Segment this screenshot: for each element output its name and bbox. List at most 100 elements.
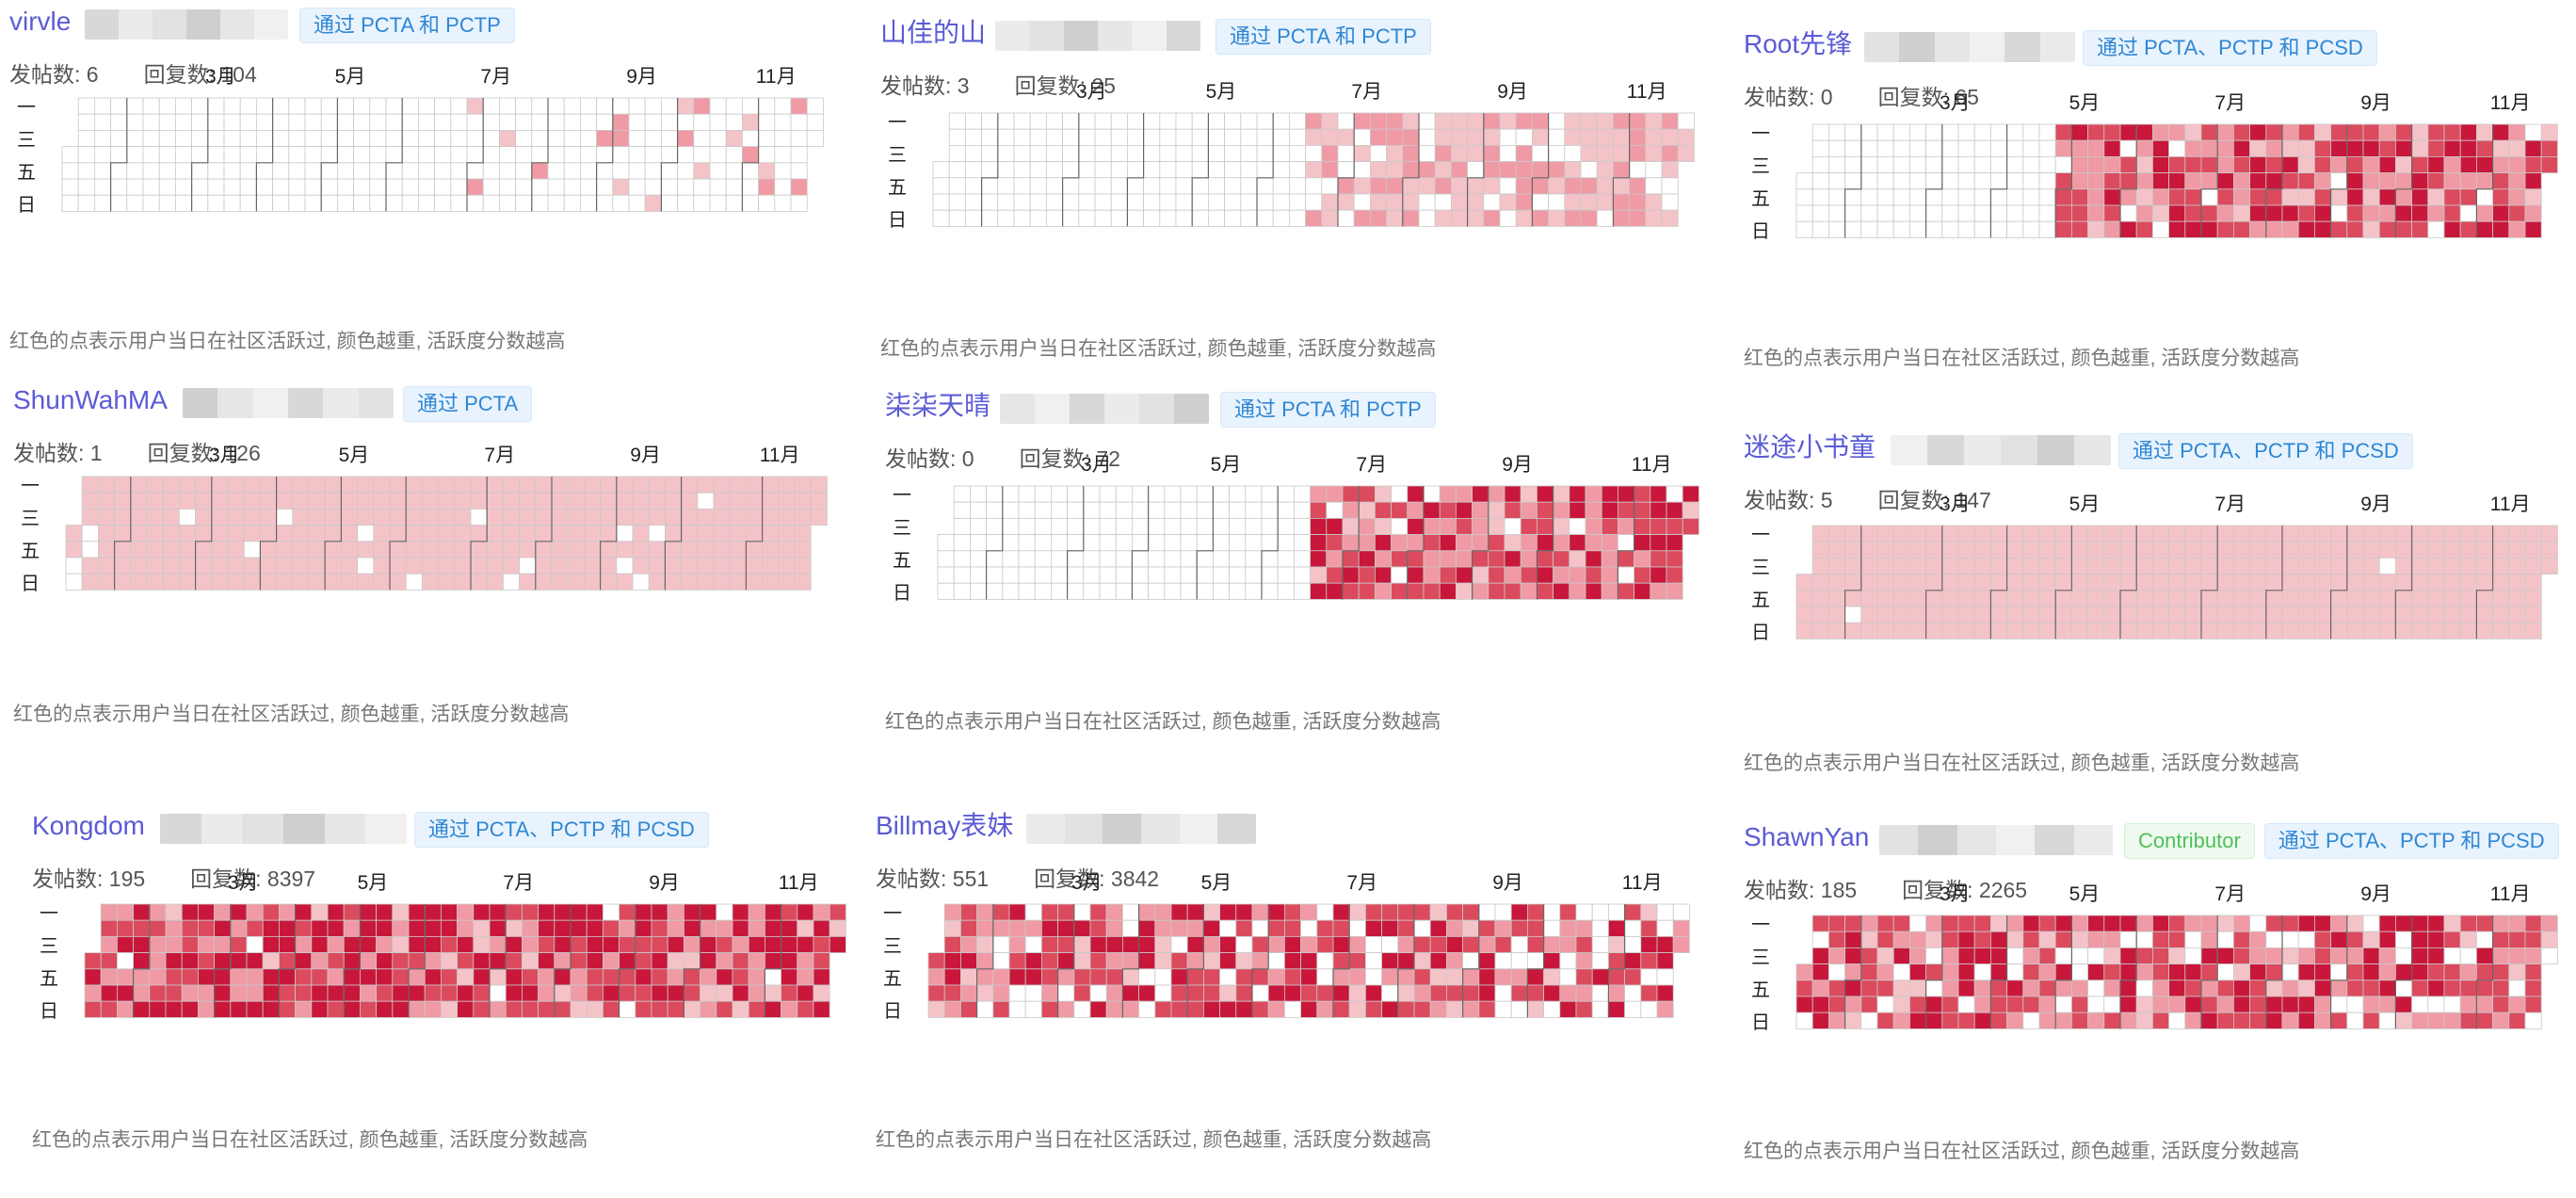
day-cell	[2054, 622, 2072, 639]
day-cell	[2492, 979, 2510, 997]
day-cell	[2070, 996, 2088, 1013]
day-cell	[693, 130, 711, 148]
day-cell	[133, 952, 151, 970]
redacted-user-info	[1891, 435, 2111, 465]
day-cell	[1973, 963, 1991, 981]
day-cell	[1240, 112, 1258, 130]
day-cell	[794, 573, 812, 591]
day-cell	[311, 1000, 329, 1018]
user-name-link[interactable]: ShawnYan	[1744, 822, 1870, 851]
user-name-link[interactable]: virvle	[9, 7, 72, 36]
day-cell	[2427, 963, 2445, 981]
day-cell	[570, 968, 588, 986]
day-cell	[482, 146, 500, 164]
day-cell	[178, 541, 196, 559]
day-cell	[130, 525, 148, 542]
day-cell	[713, 573, 731, 591]
day-cell	[1989, 574, 2007, 591]
day-cell	[1446, 936, 1464, 954]
day-cell	[2395, 204, 2413, 222]
day-cell	[1828, 947, 1846, 965]
day-cell	[746, 492, 764, 510]
day-cell	[81, 476, 99, 494]
day-cell	[1008, 984, 1026, 1002]
day-cell	[1499, 177, 1517, 195]
month-label: 5月	[1206, 81, 1237, 103]
day-cell	[1375, 485, 1393, 503]
day-cell	[2540, 156, 2558, 174]
day-cell	[392, 903, 410, 921]
day-cell	[1321, 209, 1339, 227]
day-cell	[1613, 209, 1631, 227]
day-cell	[1876, 204, 1894, 222]
day-cell	[1310, 566, 1328, 584]
day-cell	[1018, 582, 1036, 600]
day-cell	[1844, 915, 1862, 932]
day-cell	[1034, 518, 1052, 536]
day-cell	[2054, 558, 2072, 575]
day-cell	[178, 509, 196, 526]
day-cell	[1811, 947, 1829, 965]
user-name-link[interactable]: 山佳的山	[880, 18, 987, 47]
day-cell	[603, 1000, 620, 1018]
day-cell	[1083, 518, 1101, 536]
day-cell	[1029, 145, 1047, 163]
day-cell	[748, 968, 765, 986]
day-cell	[778, 573, 796, 591]
user-name-link[interactable]: Billmay表妹	[876, 811, 1014, 840]
day-cell	[2103, 541, 2121, 559]
day-cell	[2200, 622, 2218, 639]
day-cell	[405, 573, 423, 591]
day-cell	[1251, 968, 1269, 986]
day-cell	[1860, 156, 1878, 174]
day-cell	[211, 573, 229, 591]
day-cell	[1613, 177, 1631, 195]
day-cell	[295, 936, 313, 954]
user-name-link[interactable]: 迷途小书童	[1744, 432, 1876, 461]
day-cell	[1795, 172, 1813, 190]
user-name-link[interactable]: 柒柒天晴	[885, 391, 991, 420]
day-cell	[1391, 534, 1409, 552]
day-cell	[2265, 996, 2283, 1013]
user-name-link[interactable]: Kongdom	[32, 811, 145, 840]
day-cell	[2346, 172, 2364, 190]
day-cell	[1908, 996, 1926, 1013]
day-cell	[1876, 1012, 1894, 1029]
day-cell	[992, 903, 1010, 921]
day-cell	[932, 193, 950, 211]
day-cell	[1559, 968, 1577, 986]
day-cell	[628, 194, 646, 212]
user-card: Billmay表妹 发帖数: 551 回复数: 3842 3月 5月 7月 9月 11月一三五…	[876, 810, 1723, 1187]
day-cell	[1925, 541, 1943, 559]
day-cell	[327, 936, 345, 954]
day-cell	[486, 525, 504, 542]
day-cell	[440, 968, 458, 986]
day-cell	[2281, 963, 2299, 981]
day-cell	[292, 525, 310, 542]
user-name-link[interactable]: Root先锋	[1744, 29, 1853, 58]
day-cell	[584, 541, 602, 559]
day-cell	[1300, 903, 1318, 921]
day-cell	[1941, 204, 1959, 222]
day-cell	[2346, 622, 2364, 639]
day-cell	[2427, 139, 2445, 157]
day-cell	[2524, 606, 2542, 623]
day-cell	[1099, 485, 1117, 503]
day-cell	[810, 509, 828, 526]
day-cell	[454, 541, 472, 559]
day-cell	[953, 582, 971, 600]
day-cell	[1656, 952, 1674, 970]
day-cell	[762, 573, 780, 591]
day-cell	[1494, 936, 1512, 954]
day-cell	[1186, 952, 1204, 970]
day-cell	[2038, 123, 2056, 141]
day-cell	[117, 936, 135, 954]
day-cell	[1397, 936, 1415, 954]
day-cell	[570, 952, 588, 970]
day-cell	[1957, 172, 1975, 190]
weekday-label: 日	[888, 210, 907, 231]
day-cell	[2038, 156, 2056, 174]
day-cell	[327, 919, 345, 937]
user-name-link[interactable]: ShunWahMA	[13, 385, 168, 414]
day-cell	[2395, 220, 2413, 238]
